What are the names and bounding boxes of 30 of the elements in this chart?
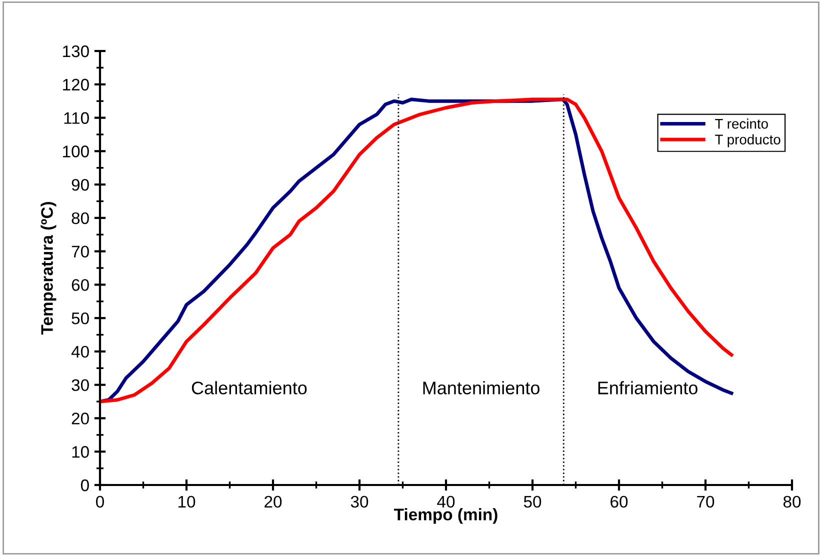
y-tick-label: 0	[80, 479, 89, 492]
y-tick-label: 70	[72, 246, 89, 258]
x-axis-title: Tiempo (min)	[394, 508, 498, 524]
y-tick-label: 20	[72, 412, 89, 424]
x-tick-label: 50	[524, 496, 542, 508]
y-tick-label: 110	[64, 112, 89, 124]
x-tick-label: 60	[610, 496, 628, 508]
x-tick-label: 0	[96, 496, 104, 508]
x-tick-label: 40	[437, 496, 455, 508]
x-tick-label: 10	[178, 496, 196, 508]
annotation: Enfriamiento	[598, 381, 698, 394]
y-tick-label: 30	[72, 379, 89, 392]
y-tick-label: 130	[63, 45, 89, 58]
y-tick-label: 80	[72, 212, 89, 224]
y-tick-label: 90	[72, 178, 89, 191]
x-tick-label: 20	[264, 496, 282, 508]
annotation: Calentamiento	[192, 381, 307, 394]
y-tick-label: 50	[72, 312, 89, 324]
y-tick-label: 40	[71, 346, 89, 358]
legend-label: T recinto	[715, 118, 768, 129]
y-tick-label: 100	[63, 146, 89, 158]
legend-label: T producto	[715, 134, 780, 148]
x-tick-label: 30	[350, 496, 368, 508]
y-axis-title: Temperatura (ºC)	[40, 202, 56, 335]
y-tick-label: 60	[72, 279, 89, 291]
y-tick-label: 10	[72, 446, 89, 458]
x-tick-label: 80	[783, 496, 801, 508]
y-tick-label: 120	[63, 78, 89, 91]
x-tick-label: 70	[697, 496, 714, 508]
annotation: Mantenimiento	[423, 381, 540, 394]
